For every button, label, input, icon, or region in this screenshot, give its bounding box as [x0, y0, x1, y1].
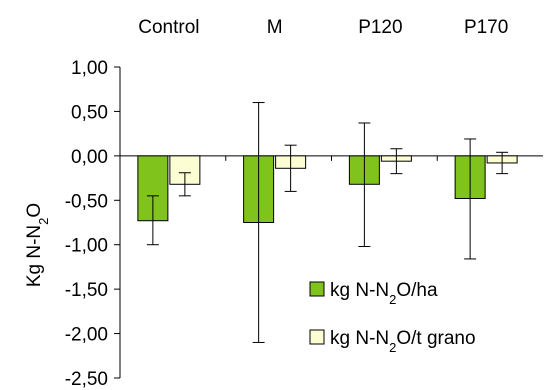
legend-swatch — [309, 329, 325, 345]
legend-label: kg N-N2O/t grano — [330, 328, 476, 355]
category-label: M — [267, 17, 283, 38]
legend-label: kg N-N2O/ha — [330, 280, 438, 307]
category-labels: Control M P120 P170 — [138, 17, 508, 38]
y-axis: 1,00 0,50 0,00 -0,50 -1,00 -1,50 -2,00 -2,50 — [65, 58, 121, 390]
y-tick-label: -2,50 — [65, 369, 108, 390]
category-label: P120 — [358, 17, 402, 38]
y-tick-label: 1,00 — [71, 58, 108, 79]
category-label: P170 — [464, 17, 508, 38]
y-tick-label: 0,50 — [71, 102, 108, 123]
y-tick-label: -1,50 — [65, 280, 108, 301]
bars — [137, 155, 518, 224]
legend: kg N-N2O/ha kg N-N2O/t grano — [309, 280, 476, 355]
legend-swatch — [309, 281, 325, 297]
y-tick-label: -0,50 — [65, 191, 108, 212]
y-tick-label: -1,00 — [65, 236, 108, 257]
y-tick-label: -2,00 — [65, 325, 108, 346]
error-bars — [146, 102, 509, 343]
category-label: Control — [138, 17, 199, 38]
y-tick-label: 0,00 — [71, 147, 108, 168]
y-axis-title: Kg N-N2O — [24, 203, 51, 287]
